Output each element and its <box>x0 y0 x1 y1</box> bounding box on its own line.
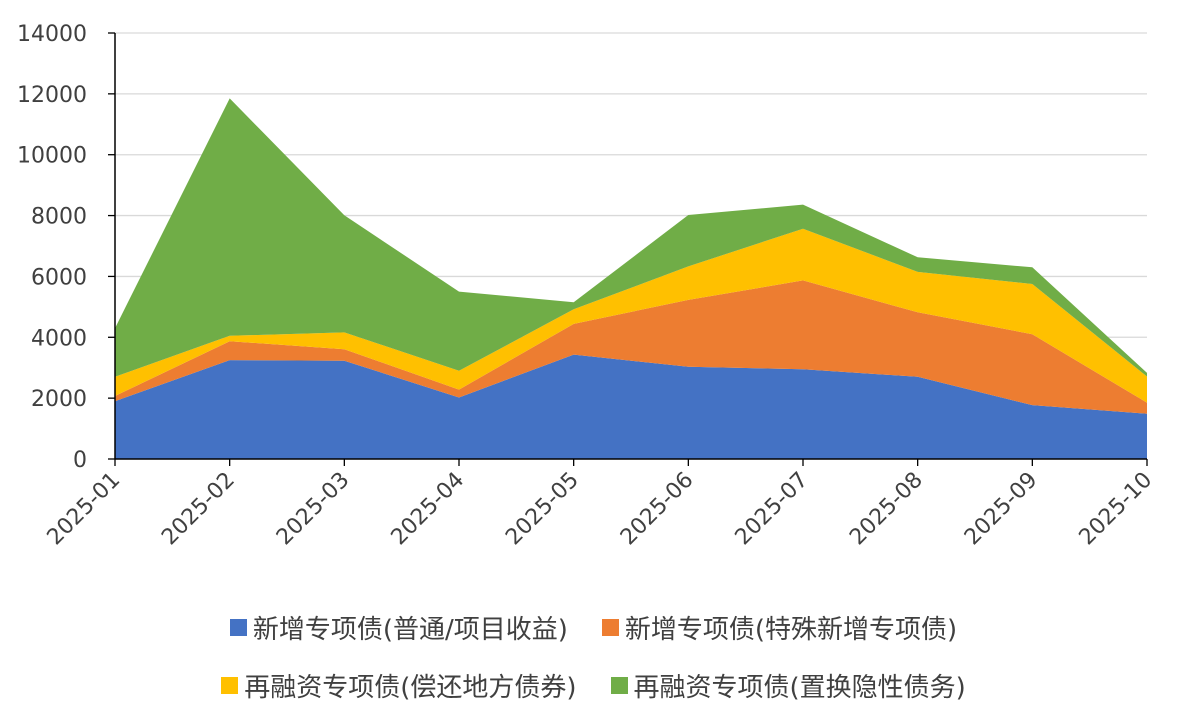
y-tick-label: 6000 <box>31 265 87 290</box>
area-series-4 <box>115 98 1147 377</box>
legend-row-2: 再融资专项债(偿还地方债券) 再融资专项债(置换隐性债务) <box>0 667 1187 704</box>
legend-label-series-4: 再融资专项债(置换隐性债务) <box>633 673 966 703</box>
y-tick-label: 10000 <box>17 144 87 169</box>
x-tick-label: 2025-04 <box>387 468 470 551</box>
area-series-3 <box>115 228 1147 403</box>
legend-item-series-1: 新增专项债(普通/项目收益) <box>229 609 568 646</box>
x-tick-label: 2025-05 <box>501 468 584 551</box>
x-tick-label: 2025-07 <box>731 468 814 551</box>
x-axis-ticks: 2025-01 2025-02 2025-03 2025-04 2025-05 2025-… <box>43 459 1158 551</box>
y-tick-label: 4000 <box>31 326 87 351</box>
y-tick-label: 8000 <box>31 205 87 230</box>
y-tick-label: 14000 <box>17 22 87 47</box>
legend-swatch-series-1 <box>229 619 247 636</box>
legend-swatch-series-3 <box>221 677 239 694</box>
area-series-2 <box>115 280 1147 414</box>
legend-label-series-2: 新增专项债(特殊新增专项债) <box>624 615 958 645</box>
legend-item-series-3: 再融资专项债(偿还地方债券) <box>221 667 577 704</box>
legend-row-1: 新增专项债(普通/项目收益) 新增专项债(特殊新增专项债) <box>0 609 1187 646</box>
legend-swatch-series-2 <box>601 619 619 636</box>
legend-label-series-1: 新增专项债(普通/项目收益) <box>252 615 568 645</box>
x-tick-label: 2025-03 <box>272 468 355 551</box>
stacked-area-chart: 0 2000 4000 6000 8000 10000 12000 14000 2025-01… <box>17 22 1158 551</box>
x-tick-label: 2025-10 <box>1075 468 1158 551</box>
y-tick-label: 2000 <box>31 387 87 412</box>
legend-item-series-4: 再融资专项债(置换隐性债务) <box>610 667 966 704</box>
x-tick-label: 2025-02 <box>157 468 240 551</box>
x-tick-label: 2025-09 <box>960 468 1043 551</box>
axes <box>114 33 1147 460</box>
x-tick-label: 2025-06 <box>616 468 699 551</box>
legend-label-series-3: 再融资专项债(偿还地方债券) <box>244 673 577 703</box>
area-series-1 <box>115 354 1147 459</box>
x-tick-label: 2025-08 <box>845 468 928 551</box>
y-tick-label: 12000 <box>17 83 87 108</box>
legend-swatch-series-4 <box>610 677 628 694</box>
x-tick-label: 2025-01 <box>43 468 126 551</box>
legend-item-series-2: 新增专项债(特殊新增专项债) <box>601 609 958 646</box>
y-tick-label: 0 <box>73 448 87 473</box>
area-series <box>115 98 1147 459</box>
y-axis-ticks: 0 2000 4000 6000 8000 10000 12000 14000 <box>17 22 115 473</box>
